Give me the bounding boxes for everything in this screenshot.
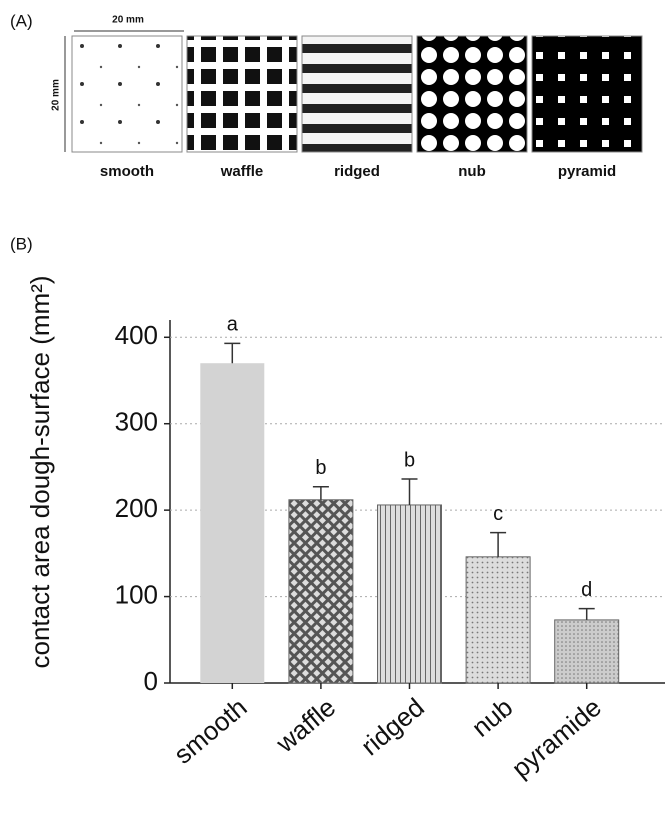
texture-image xyxy=(187,36,297,152)
error-bar xyxy=(224,343,240,363)
group-letter: b xyxy=(315,457,326,479)
y-tick-label: 300 xyxy=(115,407,158,437)
bar xyxy=(466,557,530,683)
error-bar xyxy=(579,609,595,620)
image-label: pyramid xyxy=(558,163,616,180)
scale-label: 20 mm xyxy=(112,15,144,26)
texture-image xyxy=(532,36,642,152)
group-letter: b xyxy=(404,449,415,471)
group-letter: c xyxy=(493,503,503,525)
x-tick-label: ridged xyxy=(355,692,430,761)
panel-label: (B) xyxy=(10,234,33,253)
y-tick-label: 400 xyxy=(115,320,158,350)
page: {"panel_a": {"label": "(A)", "scale_top"… xyxy=(0,0,671,822)
scale-label: 20 mm xyxy=(51,79,62,111)
bar xyxy=(289,500,353,683)
bar xyxy=(378,505,442,683)
image-label: ridged xyxy=(334,163,380,180)
y-tick-label: 100 xyxy=(115,579,158,609)
panel-label: (A) xyxy=(10,11,33,30)
x-tick-label: nub xyxy=(466,692,519,743)
figure: (A) 20 mm 20 mm (B) smoothwaffleridgednu… xyxy=(0,0,671,822)
error-bar xyxy=(402,479,418,505)
x-tick-label: pyramide xyxy=(506,692,607,784)
image-label: smooth xyxy=(100,163,154,180)
y-tick-label: 200 xyxy=(115,493,158,523)
image-label: waffle xyxy=(220,163,264,180)
group-letter: a xyxy=(227,314,239,336)
y-axis-title: contact area dough-surface (mm²) xyxy=(25,275,55,668)
bar xyxy=(555,620,619,683)
image-label: nub xyxy=(458,163,486,180)
x-tick-label: waffle xyxy=(269,692,341,759)
texture-image xyxy=(72,36,182,152)
texture-image xyxy=(302,36,412,152)
error-bar xyxy=(490,533,506,557)
error-bar xyxy=(313,487,329,500)
y-tick-label: 0 xyxy=(144,666,158,696)
group-letter: d xyxy=(581,579,592,601)
bar xyxy=(200,363,264,683)
x-tick-label: smooth xyxy=(168,692,253,770)
texture-image xyxy=(417,36,527,152)
